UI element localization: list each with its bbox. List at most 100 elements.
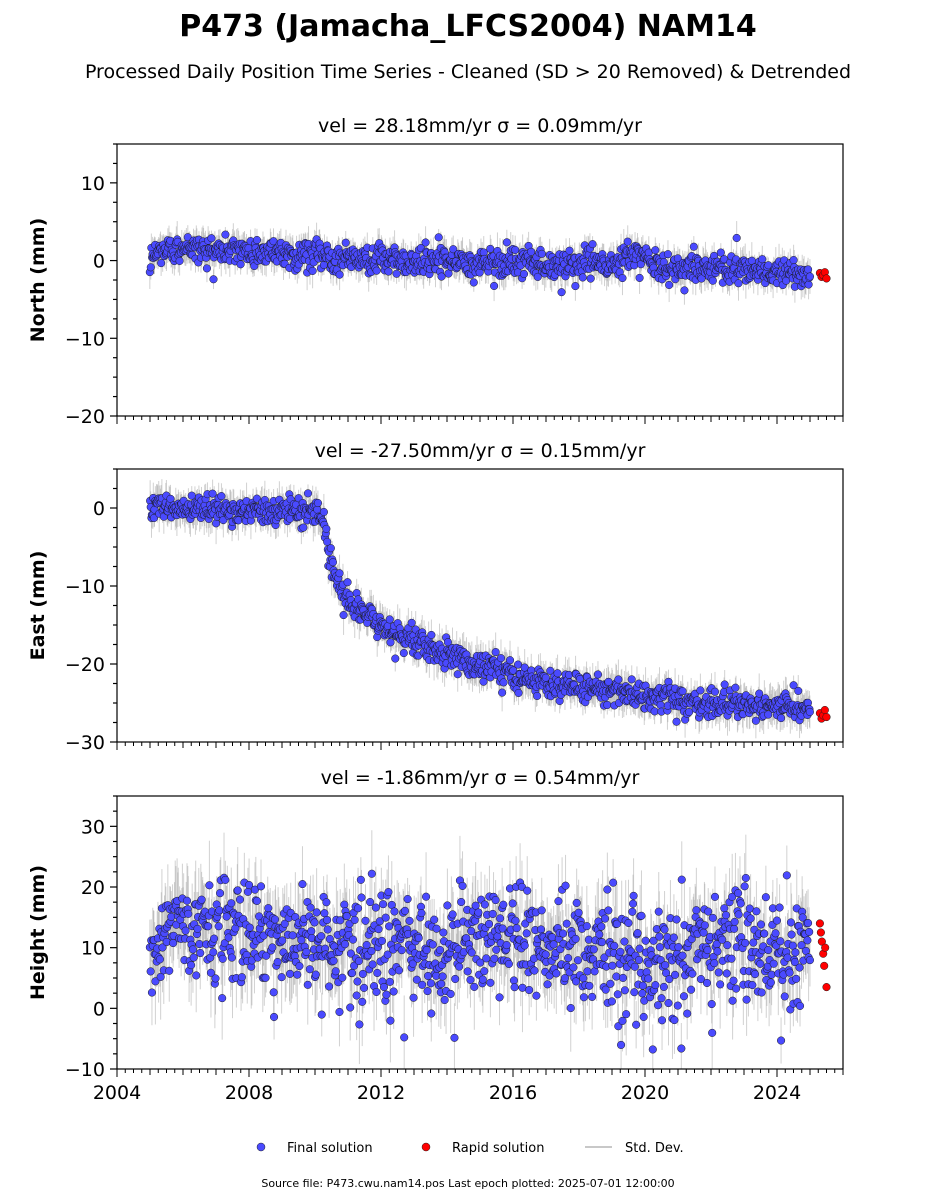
y-tick-label: 10 <box>81 173 105 195</box>
final-point <box>408 619 416 627</box>
final-point <box>422 239 430 247</box>
final-point <box>566 247 574 255</box>
final-point <box>515 689 523 697</box>
final-point <box>605 678 613 686</box>
data-layer <box>146 830 830 1079</box>
final-point <box>733 234 741 242</box>
final-point <box>565 671 573 679</box>
final-point <box>805 281 813 289</box>
final-point <box>615 676 623 684</box>
x-axis <box>117 742 843 750</box>
final-point <box>208 234 216 242</box>
rapid-solution-points <box>816 268 830 282</box>
data-layer <box>146 221 830 305</box>
final-point <box>572 282 580 290</box>
final-point <box>806 273 814 281</box>
final-point <box>665 281 673 289</box>
final-point <box>340 611 348 619</box>
y-axis-label: North (mm) <box>27 218 49 343</box>
final-point <box>210 275 218 283</box>
final-point <box>218 492 226 500</box>
final-point <box>794 687 802 695</box>
panel-title: vel = 28.18mm/yr σ = 0.09mm/yr <box>318 115 642 137</box>
final-point <box>253 236 261 244</box>
y-tick-label: −10 <box>65 328 105 350</box>
final-point <box>624 238 632 246</box>
final-point <box>342 239 350 247</box>
final-point <box>503 239 511 247</box>
legend-rapid-label: Rapid solution <box>452 1141 544 1156</box>
final-point <box>790 256 798 264</box>
final-point <box>386 616 394 624</box>
y-tick-label: −30 <box>65 732 105 754</box>
final-point <box>336 569 344 577</box>
y-axis-label: Height (mm) <box>27 865 49 1000</box>
final-point <box>176 257 184 265</box>
rapid-point <box>823 275 831 283</box>
legend-stddev-label: Std. Dev. <box>625 1141 684 1156</box>
final-point <box>587 275 595 283</box>
figure-subtitle: Processed Daily Position Time Series - C… <box>85 61 851 83</box>
final-point <box>454 670 462 678</box>
final-point <box>619 274 627 282</box>
final-point <box>777 714 785 722</box>
final-point <box>804 266 812 274</box>
final-point <box>323 525 331 533</box>
legend-final-label: Final solution <box>287 1141 373 1156</box>
final-point <box>329 558 337 566</box>
final-point <box>579 274 587 282</box>
final-point <box>286 515 294 523</box>
final-point <box>697 687 705 695</box>
footer-source: Source file: P473.cwu.nam14.pos Last epo… <box>261 1177 674 1190</box>
rapid-point <box>823 713 831 721</box>
final-point <box>758 255 766 263</box>
y-tick-label: −10 <box>65 576 105 598</box>
rapid-solution-points <box>816 706 830 722</box>
final-point <box>735 279 743 287</box>
final-point <box>664 250 672 258</box>
final-point <box>480 678 488 686</box>
y-tick-label: 0 <box>93 498 105 520</box>
final-point <box>603 701 611 709</box>
final-point <box>400 649 408 657</box>
final-point <box>636 274 644 282</box>
figure-title: P473 (Jamacha_LFCS2004) NAM14 <box>179 9 756 44</box>
final-point <box>203 265 211 273</box>
y-axis: −30−20−100 <box>65 469 117 754</box>
final-point <box>188 492 196 500</box>
final-point <box>732 684 740 692</box>
final-point <box>212 520 220 528</box>
panels: vel = 28.18mm/yr σ = 0.09mm/yr North (mm)… <box>27 115 843 1104</box>
final-point <box>435 234 443 242</box>
final-point <box>589 240 597 248</box>
final-point <box>709 277 717 285</box>
final-point <box>490 282 498 290</box>
final-point <box>594 671 602 679</box>
final-point <box>222 231 230 239</box>
legend-final-marker <box>257 1143 265 1151</box>
final-point <box>147 264 155 272</box>
final-point <box>492 648 500 656</box>
final-point <box>558 288 566 296</box>
final-point <box>336 271 344 279</box>
final-point <box>327 544 335 552</box>
final-point <box>237 260 245 268</box>
final-point <box>385 268 393 276</box>
y-axis-label: East (mm) <box>27 551 49 661</box>
final-point <box>393 270 401 278</box>
final-point <box>520 270 528 278</box>
final-point <box>314 499 322 507</box>
final-point <box>300 524 308 532</box>
x-axis <box>117 416 843 424</box>
final-point <box>438 273 446 281</box>
final-point <box>538 250 546 258</box>
final-point <box>470 279 478 287</box>
final-point <box>387 639 395 647</box>
legend: Final solution Rapid solution Std. Dev. <box>257 1141 684 1156</box>
y-tick-label: 0 <box>93 251 105 273</box>
final-point <box>681 287 689 295</box>
final-point <box>554 669 562 677</box>
